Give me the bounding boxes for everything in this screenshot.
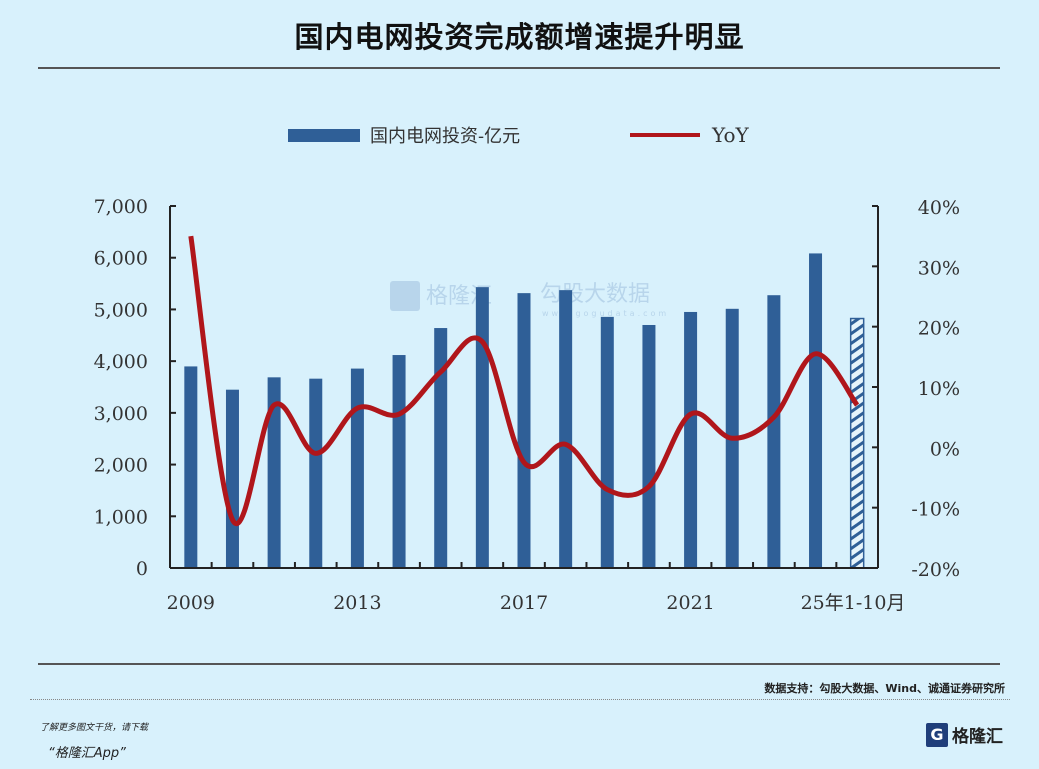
logo-g-icon: G: [926, 722, 948, 747]
right-tick-label: 20%: [918, 318, 960, 340]
bar: [849, 317, 865, 569]
x-tick-label: 2013: [333, 592, 381, 614]
yoy-line: [188, 235, 860, 526]
bar: [350, 368, 364, 568]
right-tick-label: 10%: [918, 378, 960, 400]
bar: [225, 389, 239, 568]
right-tick-label: -10%: [911, 499, 960, 521]
bar: [767, 295, 781, 568]
right-tick-label: 0%: [930, 438, 960, 460]
x-tick-label: 2009: [167, 592, 215, 614]
bar: [184, 366, 198, 568]
watermark-data: 勾股大数据: [540, 282, 650, 307]
bar: [559, 290, 573, 568]
footer-divider: [30, 699, 1010, 700]
legend: 国内电网投资-亿元 YoY: [288, 123, 750, 147]
chart: 国内电网投资-亿元 YoY 格隆汇 勾股大数据 www.gogudata.com…: [94, 123, 960, 614]
brand-logo: G 格隆汇: [926, 722, 1003, 747]
left-tick-label: 6,000: [94, 248, 148, 270]
bar: [809, 253, 823, 568]
bar: [600, 316, 614, 568]
x-tick-label: 2021: [666, 592, 714, 614]
left-tick-label: 2,000: [94, 455, 148, 477]
chart-bottom-divider: [38, 663, 1000, 665]
left-tick-label: 3,000: [94, 403, 148, 425]
bar: [517, 293, 531, 568]
logo-text: 格隆汇: [952, 727, 1003, 747]
legend-bar-label: 国内电网投资-亿元: [370, 126, 520, 147]
right-tick-label: 30%: [918, 257, 960, 279]
watermark-logo-icon: [390, 281, 420, 311]
left-tick-label: 0: [136, 558, 148, 580]
bar: [267, 377, 281, 568]
download-prompt: 了解更多图文干货，请下载: [40, 723, 149, 733]
page-title: 国内电网投资完成额增速提升明显: [294, 20, 745, 54]
bar: [475, 287, 489, 568]
data-source: 数据支持：勾股大数据、Wind、诚通证券研究所: [764, 682, 1005, 695]
left-tick-label: 1,000: [94, 506, 148, 528]
bar: [684, 311, 698, 568]
x-tick-label: 25年1-10月: [801, 592, 906, 614]
right-tick-label: 40%: [918, 197, 960, 219]
legend-bar-swatch: [288, 129, 360, 142]
bar: [642, 324, 656, 568]
bar: [434, 328, 448, 568]
watermark-url: www.gogudata.com: [542, 309, 669, 318]
title-divider: [38, 67, 1000, 69]
x-tick-label: 2017: [500, 592, 548, 614]
bar: [392, 355, 406, 568]
legend-line-label: YoY: [711, 123, 750, 147]
left-tick-label: 7,000: [94, 196, 148, 218]
app-name: “格隆汇App”: [48, 746, 126, 761]
left-tick-label: 5,000: [94, 299, 148, 321]
right-tick-label: -20%: [911, 559, 960, 581]
left-tick-label: 4,000: [94, 351, 148, 373]
bar: [309, 378, 323, 568]
